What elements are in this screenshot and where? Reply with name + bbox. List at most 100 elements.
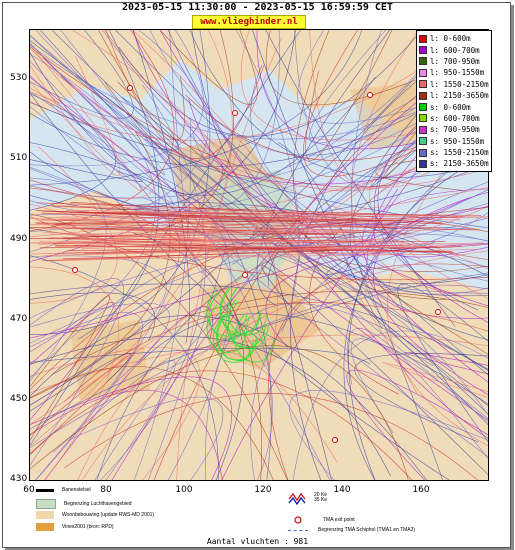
legend-label: l: 1550-2150m — [430, 79, 489, 89]
flight-track-map[interactable] — [29, 29, 489, 481]
legend-label: l: 0-600m — [430, 34, 471, 44]
legend-item: s: 600-700m — [419, 113, 489, 124]
flight-track — [381, 207, 488, 260]
approach-track — [34, 222, 400, 232]
legend-swatch — [419, 57, 427, 66]
legend-swatch — [419, 137, 427, 146]
legend-item: s: 700-950m — [419, 124, 489, 135]
legend-label: s: 700-950m — [430, 125, 480, 135]
y-tick-490: 490 — [10, 234, 28, 244]
tma-exit-point — [72, 267, 78, 273]
flight-track — [64, 302, 488, 403]
flight-track — [144, 169, 232, 480]
legend-label: s: 600-700m — [430, 113, 480, 123]
flight-track — [30, 283, 488, 371]
flight-track — [30, 376, 233, 480]
tma-exit-point — [232, 110, 238, 116]
housing-swatch — [36, 511, 54, 519]
tma-exit-point — [242, 272, 248, 278]
legend-swatch — [419, 34, 427, 43]
legend-label: s: 1550-2150m — [430, 148, 489, 158]
approach-track — [42, 231, 353, 248]
flight-track — [30, 370, 413, 480]
legend-swatch — [419, 125, 427, 134]
housing-area — [70, 320, 150, 400]
airport-swatch — [36, 499, 56, 509]
flight-track — [261, 265, 488, 475]
legend-housing: Woonbebouwing (update RWS-MD 2001) — [36, 511, 154, 519]
flight-count: Aantal vluchten : 981 — [206, 537, 309, 546]
legend-item: s: 0-600m — [419, 101, 489, 112]
flight-track — [347, 328, 488, 460]
tma-boundary-swatch — [288, 529, 308, 531]
flight-track — [30, 142, 488, 415]
flight-track — [30, 35, 488, 370]
flight-track — [30, 30, 211, 335]
flight-track — [250, 203, 488, 480]
flight-track — [268, 263, 488, 480]
runway-swatch — [36, 488, 54, 492]
flight-track — [30, 335, 391, 477]
flight-track — [30, 347, 201, 480]
flight-track — [81, 250, 488, 480]
flight-track — [159, 30, 258, 105]
legend-label: l: 700-950m — [430, 56, 480, 66]
legend-item: l: 0-600m — [419, 33, 489, 44]
legend-label: l: 2150-3650m — [430, 91, 489, 101]
map-legend-panel: Banenstelsel Begrenzing Luchthavengebied… — [30, 487, 487, 535]
approach-track — [37, 238, 391, 245]
flight-track — [30, 255, 167, 406]
flight-track — [30, 91, 174, 211]
approach-track — [54, 216, 459, 225]
x-tick-140: 140 — [333, 485, 351, 495]
x-tick-160: 160 — [412, 485, 430, 495]
flight-track — [351, 30, 460, 296]
legend-swatch — [419, 103, 427, 112]
legend-swatch — [419, 46, 427, 55]
site-badge[interactable]: www.vlieghinder.nl — [192, 15, 306, 29]
map-canvas — [30, 30, 488, 480]
legend-swatch — [419, 91, 427, 100]
departure-track — [206, 288, 248, 337]
legend-item: s: 2150-3650m — [419, 158, 489, 169]
flight-track — [30, 30, 301, 447]
flight-track — [373, 191, 488, 395]
departure-track — [208, 291, 250, 340]
flight-track — [30, 30, 363, 186]
legend-item: l: 700-950m — [419, 56, 489, 67]
flight-track — [305, 30, 393, 161]
flight-track — [30, 92, 450, 480]
flight-track — [30, 56, 121, 176]
approach-track — [40, 210, 444, 225]
departure-track — [220, 288, 262, 337]
tma-exit-point — [332, 437, 338, 443]
legend-swatch — [419, 159, 427, 168]
flight-track — [94, 116, 450, 480]
approach-track — [70, 202, 377, 218]
flight-track — [343, 136, 488, 480]
departure-track — [227, 301, 269, 350]
y-tick-470: 470 — [10, 314, 28, 324]
flight-track — [30, 315, 427, 480]
flight-track — [30, 30, 234, 237]
legend-vinex: Vinex2001 (bron: RPD) — [36, 523, 114, 531]
flight-track — [30, 177, 107, 382]
legend-item: l: 600-700m — [419, 44, 489, 55]
flight-track — [30, 46, 388, 188]
flight-track — [30, 345, 409, 480]
legend-runway: Banenstelsel — [36, 487, 91, 493]
flight-track — [404, 352, 488, 375]
flight-track — [51, 290, 488, 376]
flight-track — [30, 187, 262, 480]
flight-track — [133, 118, 192, 480]
flight-track — [96, 226, 470, 480]
flight-track — [132, 30, 418, 394]
approach-track — [54, 246, 422, 248]
approach-track — [30, 218, 441, 228]
approach-track — [44, 245, 443, 256]
legend-item: s: 950-1550m — [419, 136, 489, 147]
legend-label: s: 2150-3650m — [430, 159, 489, 169]
approach-track — [30, 227, 411, 234]
flight-track — [153, 82, 433, 480]
flight-tracks — [30, 30, 488, 480]
